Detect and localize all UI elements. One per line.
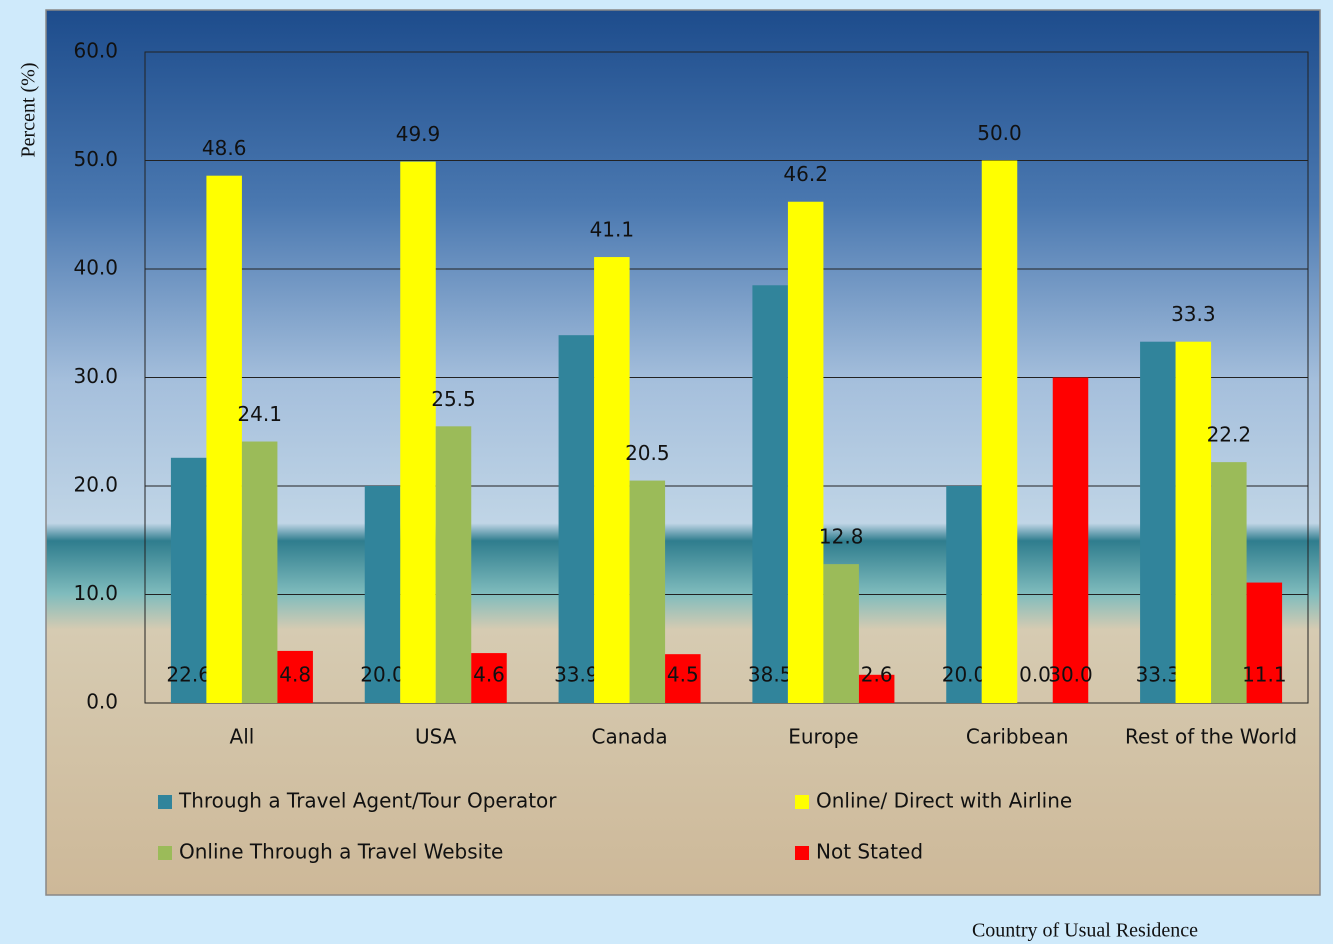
data-label: 30.0 xyxy=(1048,663,1093,687)
data-label: 4.5 xyxy=(667,663,699,687)
data-label: 11.1 xyxy=(1242,663,1287,687)
legend-swatch xyxy=(795,846,809,860)
data-label: 2.6 xyxy=(861,663,893,687)
bar xyxy=(981,160,1018,703)
legend-swatch xyxy=(795,795,809,809)
x-tick-label: Canada xyxy=(592,725,668,749)
y-tick-label: 0.0 xyxy=(86,690,118,714)
x-tick-label: All xyxy=(230,725,255,749)
bar xyxy=(1052,377,1089,703)
bar xyxy=(823,564,859,703)
bar xyxy=(471,653,507,703)
data-label: 4.6 xyxy=(473,663,505,687)
data-label: 0.0 xyxy=(1019,663,1051,687)
data-label: 46.2 xyxy=(783,162,828,186)
data-label: 33.3 xyxy=(1136,663,1181,687)
bar xyxy=(1246,582,1283,703)
bar xyxy=(170,457,207,703)
bar xyxy=(752,285,788,703)
y-tick-label: 60.0 xyxy=(73,39,118,63)
y-tick-label: 50.0 xyxy=(73,147,118,171)
bar xyxy=(364,486,401,703)
bar xyxy=(946,486,982,703)
bar xyxy=(206,175,242,703)
data-label: 33.3 xyxy=(1171,302,1216,326)
y-axis-title: Percent (%) xyxy=(18,63,40,158)
legend-label: Online Through a Travel Website xyxy=(179,840,503,864)
data-label: 20.5 xyxy=(625,441,670,465)
data-label: 12.8 xyxy=(819,525,864,549)
data-label: 25.5 xyxy=(431,387,476,411)
y-tick-label: 40.0 xyxy=(73,256,118,280)
y-tick-label: 10.0 xyxy=(73,581,118,605)
bar xyxy=(400,161,436,703)
legend-label: Through a Travel Agent/Tour Operator xyxy=(178,789,557,813)
bar xyxy=(1140,341,1176,703)
legend-swatch xyxy=(158,795,172,809)
x-axis-title: Country of Usual Residence xyxy=(972,920,1198,942)
bar xyxy=(787,201,824,704)
bar xyxy=(1211,462,1247,703)
bar xyxy=(858,674,895,703)
data-label: 4.8 xyxy=(279,663,311,687)
bar xyxy=(1175,341,1212,703)
x-tick-label: Rest of the World xyxy=(1125,725,1297,749)
data-label: 41.1 xyxy=(590,218,635,242)
data-label: 50.0 xyxy=(977,121,1022,145)
x-tick-label: Caribbean xyxy=(966,725,1069,749)
data-label: 24.1 xyxy=(237,402,282,426)
legend-swatch xyxy=(158,846,172,860)
data-label: 20.0 xyxy=(360,663,405,687)
bar xyxy=(594,257,630,703)
legend-label: Online/ Direct with Airline xyxy=(816,789,1072,813)
bar xyxy=(435,426,472,703)
data-label: 48.6 xyxy=(202,136,247,160)
legend-label: Not Stated xyxy=(816,840,923,864)
data-label: 22.6 xyxy=(166,663,211,687)
bar xyxy=(277,650,313,703)
bar xyxy=(665,654,701,703)
x-tick-label: USA xyxy=(415,725,457,749)
data-label: 20.0 xyxy=(942,663,987,687)
y-tick-label: 30.0 xyxy=(73,364,118,388)
data-label: 38.5 xyxy=(748,663,793,687)
x-tick-label: Europe xyxy=(788,725,858,749)
data-label: 22.2 xyxy=(1207,423,1252,447)
bar xyxy=(558,335,595,703)
y-tick-label: 20.0 xyxy=(73,473,118,497)
bar xyxy=(241,441,278,703)
data-label: 49.9 xyxy=(396,122,441,146)
data-label: 33.9 xyxy=(554,663,599,687)
bar xyxy=(629,480,666,703)
